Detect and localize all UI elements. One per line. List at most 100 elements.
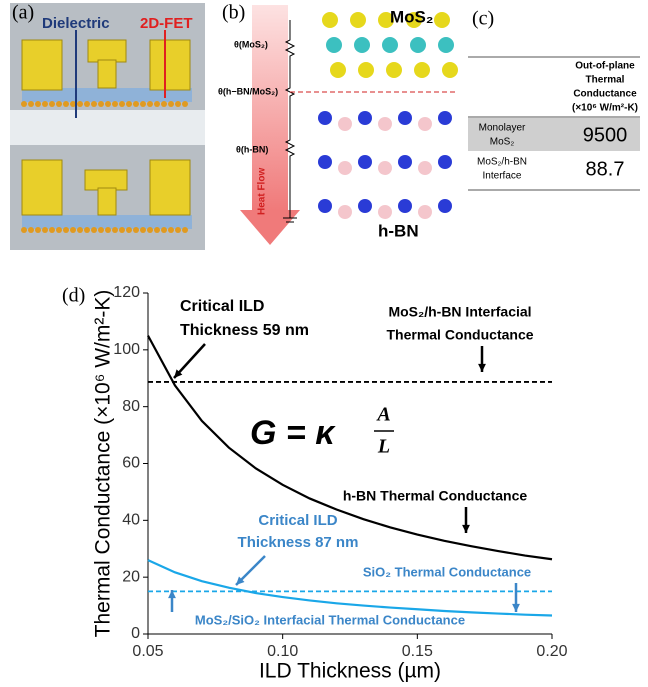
atom <box>105 101 111 107</box>
annotation: MoS₂/SiO₂ Interfacial Thermal Conductanc… <box>195 612 465 627</box>
atom <box>42 227 48 233</box>
annotation-arrowhead <box>462 525 470 533</box>
atom <box>63 227 69 233</box>
atom <box>398 111 412 125</box>
atom <box>378 117 392 131</box>
annotation: Thickness 87 nm <box>238 534 359 551</box>
atom <box>378 205 392 219</box>
atom <box>338 161 352 175</box>
atom <box>84 227 90 233</box>
atom <box>438 37 454 53</box>
atom <box>98 101 104 107</box>
row-label: MoS₂ <box>490 137 515 148</box>
atom <box>168 101 174 107</box>
annotation: Thickness 59 nm <box>180 322 309 339</box>
atom <box>182 227 188 233</box>
label: Dielectric <box>42 15 110 32</box>
annotation-arrowhead <box>478 364 486 372</box>
atom <box>21 101 27 107</box>
atom <box>398 199 412 213</box>
atom <box>414 62 430 78</box>
atom <box>418 161 432 175</box>
atom <box>442 62 458 78</box>
y-tick-label: 80 <box>122 398 140 415</box>
atom <box>119 227 125 233</box>
atom <box>70 227 76 233</box>
atom <box>112 227 118 233</box>
panel-label: (b) <box>222 2 245 24</box>
electrode <box>98 60 116 88</box>
atom <box>358 155 372 169</box>
atom <box>147 227 153 233</box>
table-header: Out-of-plane <box>575 61 635 72</box>
x-axis-label: ILD Thickness (µm) <box>259 660 441 683</box>
annotation: Critical ILD <box>258 512 337 529</box>
table-header: Thermal <box>586 75 625 86</box>
atom <box>354 37 370 53</box>
atom <box>49 101 55 107</box>
series-line <box>148 336 552 560</box>
atom <box>105 227 111 233</box>
table-header: (×10⁶ W/m²-K) <box>572 103 638 114</box>
electrode <box>150 40 190 90</box>
atom <box>91 227 97 233</box>
atom <box>140 227 146 233</box>
atom <box>410 37 426 53</box>
atom <box>77 101 83 107</box>
annotation: A <box>375 404 390 426</box>
atom <box>182 101 188 107</box>
atom <box>35 101 41 107</box>
dielectric-layer <box>22 215 192 229</box>
resistance-label: θ(h-BN) <box>236 144 268 154</box>
atom <box>154 227 160 233</box>
table-cell: 9500 <box>583 124 628 146</box>
atom <box>154 101 160 107</box>
atom <box>338 117 352 131</box>
atom <box>175 101 181 107</box>
electrode <box>150 160 190 215</box>
annotation: G = κ <box>250 414 336 452</box>
atom <box>84 101 90 107</box>
annotation: L <box>377 436 390 458</box>
y-tick-label: 120 <box>113 284 140 301</box>
atom <box>378 161 392 175</box>
heat-arrow-head <box>240 210 300 245</box>
atom <box>438 199 452 213</box>
atom <box>322 12 338 28</box>
atom <box>175 227 181 233</box>
atom <box>119 101 125 107</box>
atom <box>21 227 27 233</box>
panel-label: (a) <box>12 2 34 24</box>
atom <box>330 62 346 78</box>
atom <box>318 199 332 213</box>
gap <box>10 110 205 145</box>
atom <box>133 227 139 233</box>
atom <box>49 227 55 233</box>
atom <box>338 205 352 219</box>
table-header: Conductance <box>573 89 637 100</box>
atom <box>28 101 34 107</box>
y-tick-label: 0 <box>131 625 140 642</box>
annotation: MoS₂/h-BN Interfacial <box>388 304 531 320</box>
panel-label: (c) <box>472 8 494 30</box>
atom <box>358 199 372 213</box>
atom <box>56 227 62 233</box>
annotation: Critical ILD <box>180 298 264 315</box>
electrode <box>85 170 127 190</box>
atom <box>358 62 374 78</box>
row-label: Interface <box>483 171 522 182</box>
atom <box>418 117 432 131</box>
electrode <box>22 40 62 90</box>
y-tick-label: 20 <box>122 568 140 585</box>
material-label: MoS₂ <box>390 7 433 26</box>
atom <box>438 111 452 125</box>
atom <box>350 12 366 28</box>
atom <box>42 101 48 107</box>
heat-flow-label: Heat Flow <box>257 168 268 215</box>
electrode <box>22 160 62 215</box>
atom <box>28 227 34 233</box>
y-tick-label: 40 <box>122 512 140 529</box>
atom <box>98 227 104 233</box>
atom <box>112 101 118 107</box>
